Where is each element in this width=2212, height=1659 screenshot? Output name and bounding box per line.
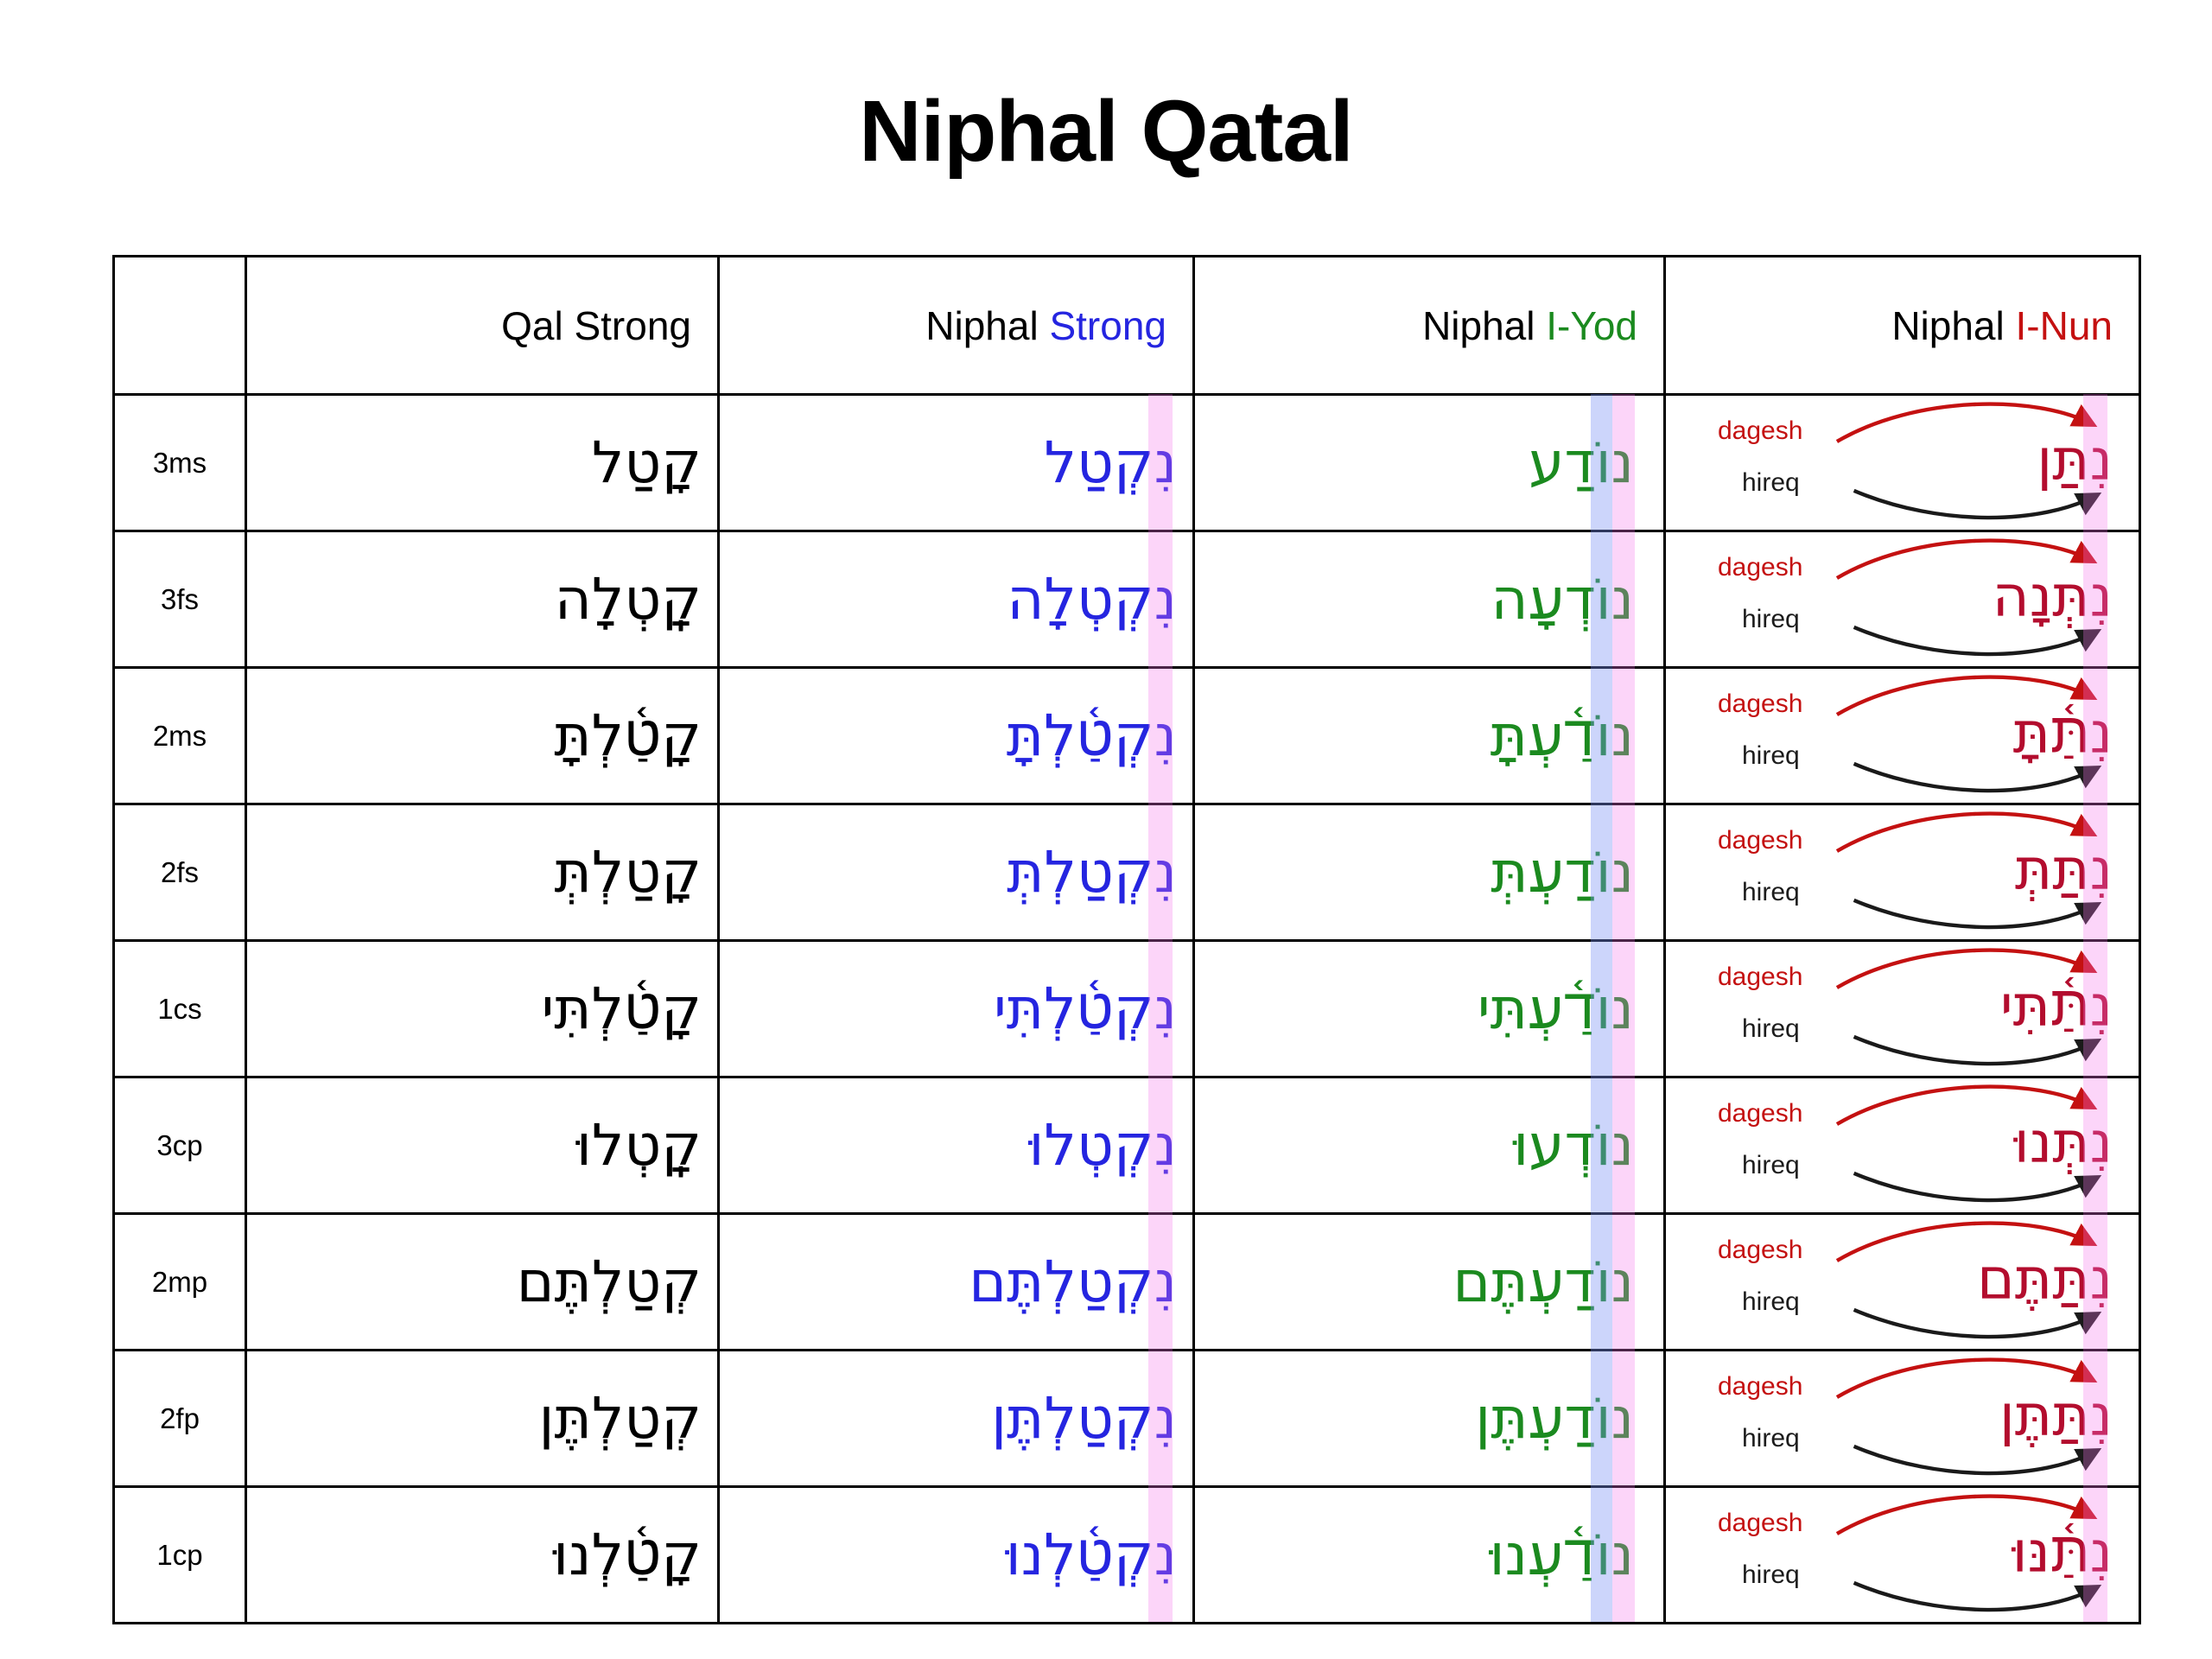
table-row-3ms: 3ms קָטַל נִקְטַל נוֹדַע dagesh hireq נִ… [112,393,2141,532]
corner-cell [112,255,247,396]
niphal-i-nun-word: נִתַּ֫תִּי [1999,971,2113,1039]
dagesh-label: dagesh [1718,690,1803,718]
person-label: 2fs [112,803,247,942]
table-row-1cs: 1cs קָטַ֫לְתִּי נִקְטַ֫לְתִּי נוֹדַ֫עְתִ… [112,939,2141,1078]
niphal-i-yod-cell: נוֹדַעְתֶּם [1192,1212,1666,1351]
hireq-label: hireq [1742,468,1800,497]
niphal-strong-cell: נִקְטַלְתְּ [717,803,1195,942]
niphal-strong-cell: נִקְטַל [717,393,1195,532]
table-row-3cp: 3cp קָֽטְלוּ נִקְטְלוּ נוֹדְעוּ dagesh h… [112,1076,2141,1215]
qal-strong-cell: קָטַ֫לְנוּ [245,1485,720,1624]
niphal-i-yod-cell: נוֹדַעְתֶּן [1192,1349,1666,1488]
qal-strong-cell: קָטַ֫לְתִּי [245,939,720,1078]
niphal-i-nun-cell: dagesh hireq נִתְּנוּ [1663,1076,2141,1215]
header-niphal-i-nun: Niphal I-Nun [1663,255,2141,396]
niphal-strong-cell: נִקְטַלְתֶּם [717,1212,1195,1351]
person-label: 3fs [112,530,247,669]
niphal-i-nun-cell: dagesh hireq נִתְּנָה [1663,530,2141,669]
person-label: 2mp [112,1212,247,1351]
niphal-i-nun-word: נִתְּנָה [1992,562,2113,629]
niphal-strong-cell: נִקְטַלְתֶּן [717,1349,1195,1488]
niphal-strong-cell: נִקְטַ֫לְתָּ [717,666,1195,805]
niphal-i-yod-cell: נוֹדַ֫עְתָּ [1192,666,1666,805]
qal-strong-cell: קְטַלְתֶּם [245,1212,720,1351]
niphal-i-nun-word: נִתְּנוּ [2013,1108,2113,1175]
table-row-2fp: 2fp קְטַלְתֶּן נִקְטַלְתֶּן נוֹדַעְתֶּן … [112,1349,2141,1488]
niphal-strong-cell: נִקְטְלוּ [717,1076,1195,1215]
header-qal-strong-label: Qal Strong [501,302,691,348]
hireq-label: hireq [1742,878,1800,906]
header-niphal-strong: Niphal Strong [717,255,1195,396]
niphal-i-yod-cell: נוֹדְעָה [1192,530,1666,669]
niphal-i-nun-cell: dagesh hireq נִתַּתֶּם [1663,1212,2141,1351]
hireq-label: hireq [1742,1151,1800,1179]
dagesh-label: dagesh [1718,1372,1803,1401]
niphal-i-yod-cell: נוֹדַ֫עְנוּ [1192,1485,1666,1624]
table-row-1cp: 1cp קָטַ֫לְנוּ נִקְטַ֫לְנוּ נוֹדַ֫עְנוּ … [112,1485,2141,1624]
person-label: 3cp [112,1076,247,1215]
header-qal-strong: Qal Strong [245,255,720,396]
hireq-label: hireq [1742,1424,1800,1452]
dagesh-label: dagesh [1718,1099,1803,1128]
header-niphal-label: Niphal [925,302,1039,348]
qal-strong-cell: קָֽטְלוּ [245,1076,720,1215]
niphal-i-nun-cell: dagesh hireq נִתַּתֶּן [1663,1349,2141,1488]
person-label: 2ms [112,666,247,805]
dagesh-label: dagesh [1718,826,1803,855]
table-row-2ms: 2ms קָטַ֫לְתָּ נִקְטַ֫לְתָּ נוֹדַ֫עְתָּ … [112,666,2141,805]
hireq-label: hireq [1742,741,1800,770]
niphal-i-nun-word: נִתַּ֫נּוּ [2012,1517,2113,1585]
niphal-i-nun-cell: dagesh hireq נִתַּ֫תִּי [1663,939,2141,1078]
qal-strong-cell: קָטַל [245,393,720,532]
niphal-strong-cell: נִקְטַ֫לְנוּ [717,1485,1195,1624]
hireq-label: hireq [1742,1014,1800,1043]
table-row-2mp: 2mp קְטַלְתֶּם נִקְטַלְתֶּם נוֹדַעְתֶּם … [112,1212,2141,1351]
qal-strong-cell: קָֽטְלָה [245,530,720,669]
header-i-nun-accent: I-Nun [2015,302,2113,348]
table-row-3fs: 3fs קָֽטְלָה נִקְטְלָה נוֹדְעָה dagesh h… [112,530,2141,669]
niphal-i-nun-cell: dagesh hireq נִתַּ֫נּוּ [1663,1485,2141,1624]
niphal-i-yod-cell: נוֹדְעוּ [1192,1076,1666,1215]
qal-strong-cell: קְטַלְתֶּן [245,1349,720,1488]
niphal-i-nun-word: נִתַּ֫תָּ [2012,698,2113,766]
hireq-label: hireq [1742,1560,1800,1589]
niphal-i-yod-cell: נוֹדַ֫עְתִּי [1192,939,1666,1078]
header-niphal-i-yod: Niphal I-Yod [1192,255,1666,396]
niphal-i-nun-cell: dagesh hireq נִתַּ֫תָּ [1663,666,2141,805]
niphal-strong-cell: נִקְטַ֫לְתִּי [717,939,1195,1078]
hireq-label: hireq [1742,605,1800,633]
paradigm-table-container: Qal Strong Niphal Strong Niphal I-Yod Ni… [112,255,2141,1624]
header-row: Qal Strong Niphal Strong Niphal I-Yod Ni… [112,255,2141,396]
page-title: Niphal Qatal [859,83,1353,180]
dagesh-label: dagesh [1718,963,1803,991]
table-row-2fs: 2fs קָטַלְתְּ נִקְטַלְתְּ נוֹדַעְתְּ dag… [112,803,2141,942]
niphal-i-nun-word: נִתַּתֶּם [1977,1244,2113,1312]
niphal-i-yod-cell: נוֹדַע [1192,393,1666,532]
header-strong-accent: Strong [1049,302,1166,348]
dagesh-label: dagesh [1718,553,1803,582]
header-niphal-label: Niphal [1891,302,2005,348]
person-label: 1cp [112,1485,247,1624]
niphal-strong-cell: נִקְטְלָה [717,530,1195,669]
niphal-i-nun-word: נִתַּן [2037,425,2113,493]
niphal-i-nun-cell: dagesh hireq נִתַּתְּ [1663,803,2141,942]
paradigm-table: Qal Strong Niphal Strong Niphal I-Yod Ni… [112,255,2141,1624]
niphal-i-nun-cell: dagesh hireq נִתַּן [1663,393,2141,532]
qal-strong-cell: קָטַ֫לְתָּ [245,666,720,805]
dagesh-label: dagesh [1718,1509,1803,1537]
header-i-yod-accent: I-Yod [1546,302,1637,348]
niphal-i-yod-cell: נוֹדַעְתְּ [1192,803,1666,942]
hireq-label: hireq [1742,1287,1800,1316]
header-niphal-label: Niphal [1422,302,1535,348]
person-label: 1cs [112,939,247,1078]
dagesh-label: dagesh [1718,416,1803,445]
person-label: 2fp [112,1349,247,1488]
dagesh-label: dagesh [1718,1236,1803,1264]
person-label: 3ms [112,393,247,532]
niphal-i-nun-word: נִתַּתֶּן [1999,1381,2113,1448]
niphal-i-nun-word: נִתַּתְּ [2014,835,2113,902]
qal-strong-cell: קָטַלְתְּ [245,803,720,942]
